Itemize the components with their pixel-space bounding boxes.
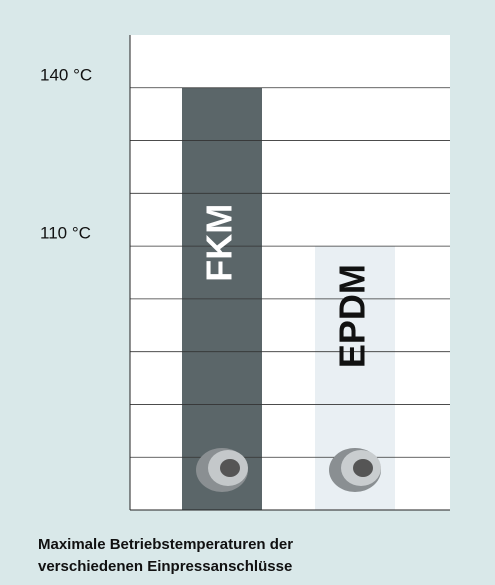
plot: 110 °C 140 °C FKM EPDM bbox=[40, 65, 450, 511]
bar-label: FKM bbox=[199, 204, 240, 282]
plot-area bbox=[130, 35, 450, 510]
y-tick-label: 110 °C bbox=[40, 224, 91, 243]
caption: verschiedenen Einpressanschlüsse bbox=[38, 558, 292, 575]
connector-icon bbox=[196, 448, 248, 492]
bar-label: EPDM bbox=[332, 264, 373, 368]
y-tick-label: 140 °C bbox=[40, 65, 92, 84]
connector-icon bbox=[329, 448, 381, 492]
caption: Maximale Betriebstemperaturen der bbox=[38, 536, 293, 553]
